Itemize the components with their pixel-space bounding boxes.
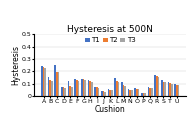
Bar: [88, 80, 89, 96]
Bar: [149, 88, 151, 96]
Bar: [131, 90, 133, 96]
Bar: [84, 80, 86, 96]
Bar: [176, 85, 178, 96]
Bar: [98, 88, 99, 96]
Bar: [171, 84, 173, 96]
Y-axis label: Hysteresis: Hysteresis: [11, 45, 20, 85]
Bar: [101, 91, 103, 96]
Bar: [94, 87, 96, 96]
Bar: [114, 78, 116, 96]
Bar: [144, 93, 146, 96]
Bar: [138, 89, 139, 96]
Bar: [89, 81, 91, 96]
Bar: [178, 85, 179, 96]
Bar: [78, 81, 79, 96]
Bar: [136, 89, 138, 96]
Bar: [81, 79, 83, 96]
Bar: [61, 87, 63, 96]
Legend: T1, T2, T3: T1, T2, T3: [84, 37, 136, 44]
Bar: [43, 67, 44, 96]
Bar: [124, 86, 126, 96]
Bar: [121, 82, 123, 96]
Bar: [174, 84, 176, 96]
Bar: [109, 90, 111, 96]
Bar: [129, 90, 131, 96]
Bar: [141, 93, 143, 96]
Bar: [48, 77, 49, 96]
Bar: [69, 86, 71, 96]
Bar: [169, 83, 171, 96]
Bar: [103, 91, 104, 96]
Bar: [68, 81, 69, 96]
Bar: [91, 82, 93, 96]
Bar: [74, 79, 76, 96]
Bar: [151, 88, 153, 96]
Bar: [44, 68, 46, 96]
Bar: [63, 87, 64, 96]
Bar: [49, 80, 51, 96]
Bar: [54, 65, 56, 96]
Bar: [111, 90, 113, 96]
Bar: [64, 88, 66, 96]
Bar: [96, 87, 98, 96]
Bar: [123, 85, 124, 96]
Bar: [104, 92, 106, 96]
Bar: [161, 80, 163, 96]
Bar: [108, 89, 109, 96]
Bar: [163, 82, 164, 96]
Bar: [154, 75, 156, 96]
Bar: [76, 80, 78, 96]
Bar: [41, 66, 43, 96]
Bar: [83, 79, 84, 96]
Bar: [158, 77, 159, 96]
Bar: [56, 72, 58, 96]
Bar: [168, 82, 169, 96]
Bar: [118, 82, 119, 96]
Bar: [51, 81, 53, 96]
Bar: [148, 87, 149, 96]
Bar: [143, 93, 144, 96]
X-axis label: Cushion: Cushion: [95, 105, 126, 114]
Bar: [58, 72, 59, 96]
Bar: [71, 87, 73, 96]
Bar: [116, 81, 118, 96]
Bar: [128, 89, 129, 96]
Bar: [156, 76, 158, 96]
Bar: [164, 82, 166, 96]
Title: Hysteresis at 500N: Hysteresis at 500N: [67, 25, 153, 34]
Bar: [134, 88, 136, 96]
